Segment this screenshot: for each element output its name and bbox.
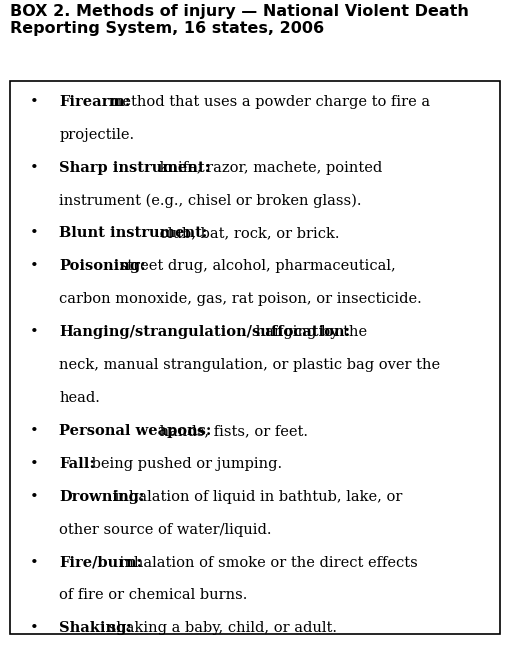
Text: hands, fists, or feet.: hands, fists, or feet. <box>155 424 307 438</box>
Text: •: • <box>30 457 39 471</box>
Text: •: • <box>30 160 39 175</box>
Text: Fall:: Fall: <box>59 457 95 471</box>
Text: inhalation of liquid in bathtub, lake, or: inhalation of liquid in bathtub, lake, o… <box>109 490 402 503</box>
Text: projectile.: projectile. <box>59 127 134 142</box>
Text: Poisoning:: Poisoning: <box>59 259 146 273</box>
Text: club, bat, rock, or brick.: club, bat, rock, or brick. <box>155 226 338 241</box>
Text: •: • <box>30 259 39 273</box>
Text: •: • <box>30 424 39 438</box>
Text: head.: head. <box>59 391 100 405</box>
Text: Firearm:: Firearm: <box>59 94 130 109</box>
Text: neck, manual strangulation, or plastic bag over the: neck, manual strangulation, or plastic b… <box>59 358 439 372</box>
Text: method that uses a powder charge to fire a: method that uses a powder charge to fire… <box>104 94 430 109</box>
Text: Shaking:: Shaking: <box>59 621 132 635</box>
Text: •: • <box>30 621 39 635</box>
Text: street drug, alcohol, pharmaceutical,: street drug, alcohol, pharmaceutical, <box>115 259 395 273</box>
Text: Sharp instrument:: Sharp instrument: <box>59 160 210 175</box>
Text: hanging by the: hanging by the <box>250 325 366 339</box>
Text: being pushed or jumping.: being pushed or jumping. <box>87 457 282 471</box>
Text: BOX 2. Methods of injury — National Violent Death Reporting System, 16 states, 2: BOX 2. Methods of injury — National Viol… <box>10 4 468 36</box>
Text: carbon monoxide, gas, rat poison, or insecticide.: carbon monoxide, gas, rat poison, or ins… <box>59 292 421 306</box>
Text: Fire/burn:: Fire/burn: <box>59 556 142 569</box>
Text: of fire or chemical burns.: of fire or chemical burns. <box>59 588 247 602</box>
Text: Hanging/strangulation/suffocation:: Hanging/strangulation/suffocation: <box>59 325 350 339</box>
Text: •: • <box>30 490 39 503</box>
Text: shaking a baby, child, or adult.: shaking a baby, child, or adult. <box>104 621 336 635</box>
Text: other source of water/liquid.: other source of water/liquid. <box>59 523 271 536</box>
FancyBboxPatch shape <box>10 81 499 634</box>
Text: Personal weapons:: Personal weapons: <box>59 424 211 438</box>
Text: Blunt instrument:: Blunt instrument: <box>59 226 207 241</box>
Text: instrument (e.g., chisel or broken glass).: instrument (e.g., chisel or broken glass… <box>59 193 361 208</box>
Text: •: • <box>30 325 39 339</box>
Text: •: • <box>30 226 39 241</box>
Text: inhalation of smoke or the direct effects: inhalation of smoke or the direct effect… <box>115 556 417 569</box>
Text: Drowning:: Drowning: <box>59 490 144 503</box>
Text: knife, razor, machete, pointed: knife, razor, machete, pointed <box>155 160 381 175</box>
Text: •: • <box>30 94 39 109</box>
Text: •: • <box>30 556 39 569</box>
